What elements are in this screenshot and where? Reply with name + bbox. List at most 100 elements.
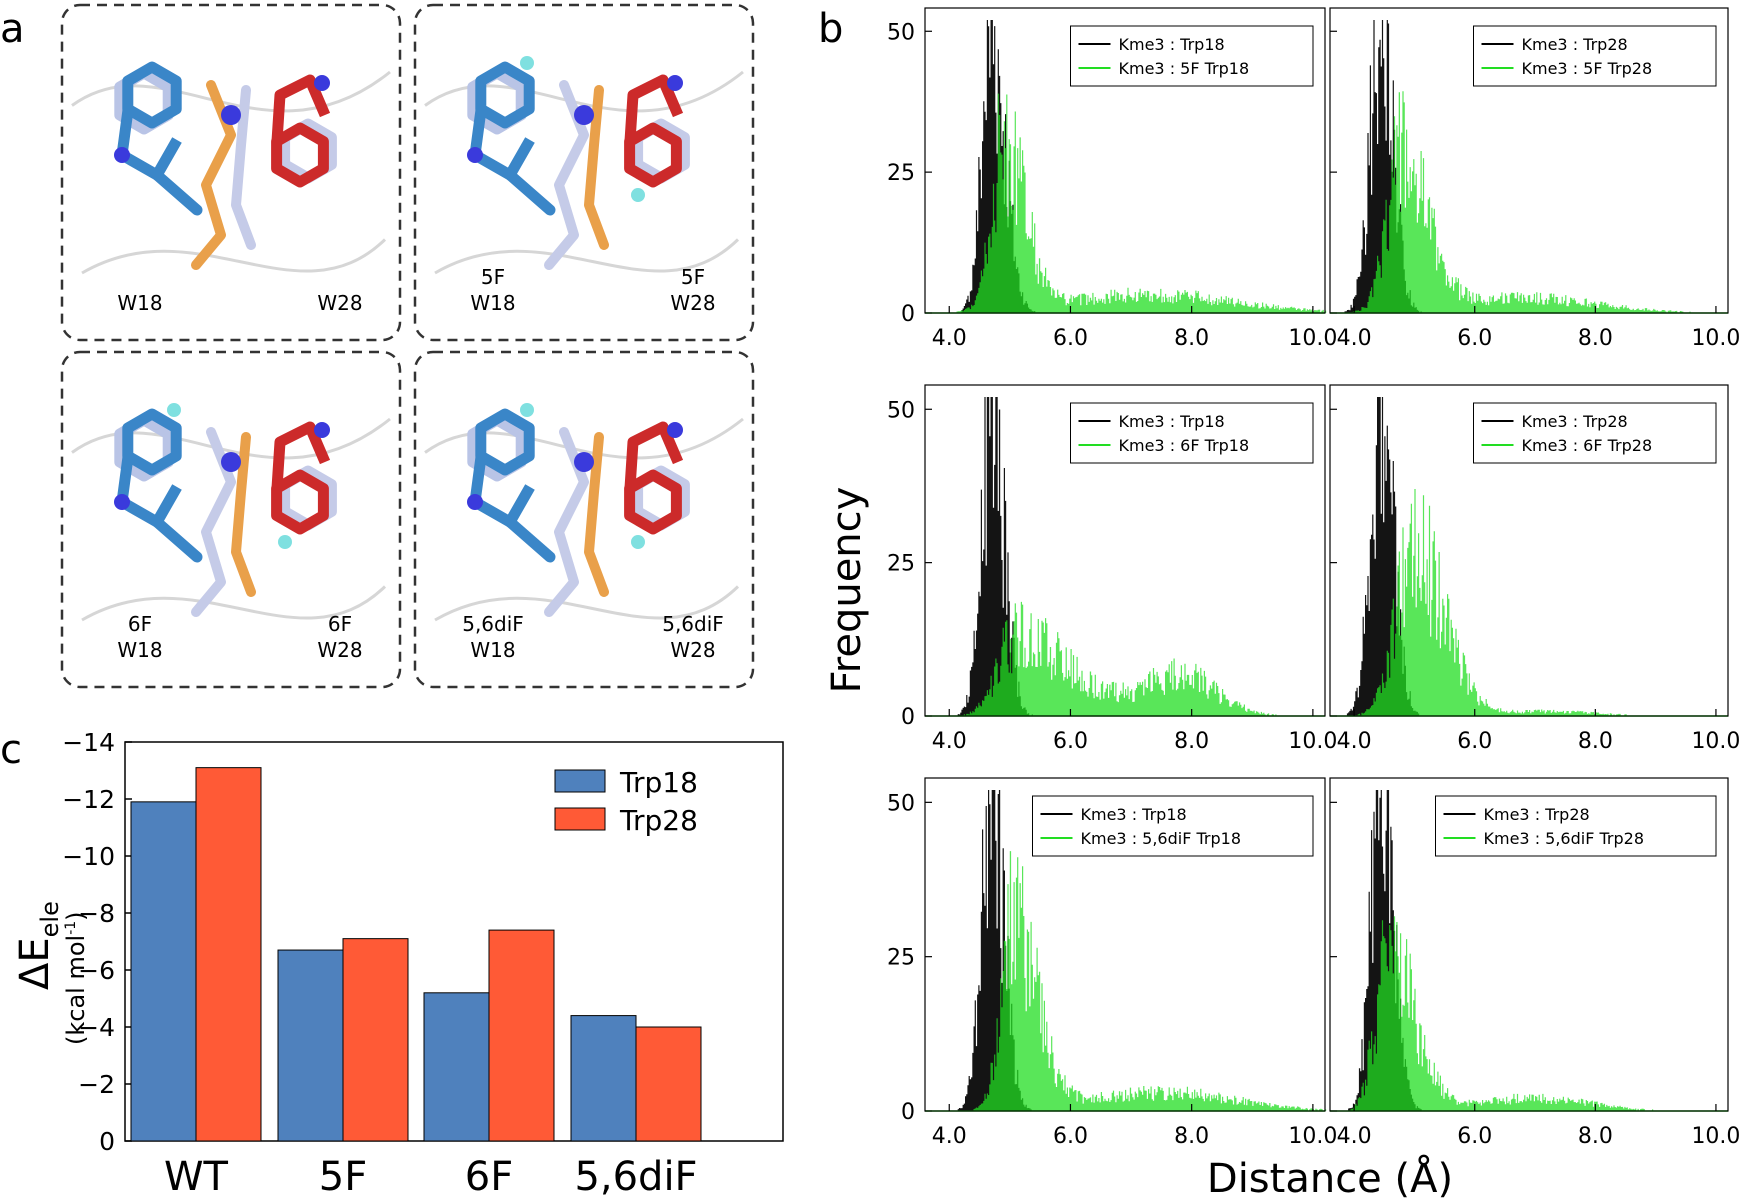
x-tick-label: 10.0 [1288, 1124, 1337, 1149]
trp18-fluorine-atom [520, 403, 534, 417]
subplot-frame [924, 7, 1326, 314]
trp18-nitrogen-atom [114, 494, 130, 510]
y-tick-label: −8 [78, 899, 115, 928]
x-tick-label: 10.0 [1691, 729, 1740, 754]
bar-trp18-56dif [570, 1015, 637, 1142]
legend-box [1070, 402, 1314, 464]
label-left-residue: 6F W18 [117, 612, 162, 662]
panel-label-c: c [0, 727, 22, 773]
trp18-nitrogen-atom [467, 147, 483, 163]
trp28-sticks [624, 74, 690, 202]
subplot-frame [924, 777, 1326, 1112]
label-left-residue: 5,6diF W18 [462, 612, 524, 662]
x-tick-label: WT [164, 1154, 229, 1200]
green-series-bars [1352, 91, 1691, 313]
panel-c-ylabel: ΔEele [12, 901, 64, 990]
x-tick-label: 4.0 [932, 729, 967, 754]
panel-b-ylabel: Frequency [824, 487, 870, 694]
legend-box [1070, 25, 1314, 87]
x-tick-label: 4.0 [932, 326, 967, 351]
y-tick-label: −12 [62, 785, 115, 814]
trp18-reference-ring [114, 414, 174, 482]
trp18-pyrrole-ring [116, 456, 182, 528]
black-series-bars [957, 790, 1032, 1111]
y-tick-label: 25 [887, 946, 915, 971]
trp28-nitrogen-atom [667, 422, 683, 438]
x-tick-label: 10.0 [1691, 1124, 1740, 1149]
label-right-residue: 5,6diF W28 [662, 612, 724, 662]
trp28-fluorine-atom [631, 188, 645, 202]
kme3-nitrogen-atom [574, 105, 594, 125]
black-series-bars [957, 397, 1033, 716]
structure-box-4: 5,6diF W18 5,6diF W28 [413, 350, 755, 689]
y-tick-label: −14 [62, 728, 115, 757]
x-tick-label: 6.0 [1457, 729, 1492, 754]
histogram-subplot-2: 4.0 6.0 8.0 10.0 Kme3 : Trp28 Kme3 : 5F Trp28 [1329, 7, 1740, 351]
x-tick-label: 4.0 [1337, 729, 1372, 754]
legend-box [1435, 795, 1717, 857]
panel-label-a: a [0, 6, 25, 52]
legend-box [1032, 795, 1314, 857]
legend-label: Kme3 : Trp28 [1484, 805, 1590, 824]
bar-trp18-wt [130, 801, 197, 1142]
y-tick-label: 50 [887, 791, 915, 816]
trp28-pyrrole-ring [271, 74, 331, 142]
subplot-frame [1329, 7, 1729, 314]
panel-b-xlabel: Distance (Å) [1207, 1154, 1453, 1201]
y-tick-label: 50 [887, 398, 915, 423]
kme3-sticks [191, 80, 256, 270]
green-series-bars [973, 851, 1327, 1111]
trp28-sticks [624, 421, 690, 549]
trp18-side-chain [151, 169, 203, 216]
trp28-fluorine-atom [631, 535, 645, 549]
trp18-benzene-ring [122, 61, 182, 129]
x-tick-label: 5,6diF [574, 1154, 697, 1200]
bar-trp28-wt [195, 767, 262, 1142]
y-tick-label: −6 [78, 956, 115, 985]
trp18-sticks [467, 403, 556, 563]
y-tick-label: 50 [887, 20, 915, 45]
legend-label: Kme3 : 6F Trp18 [1119, 436, 1250, 455]
legend-label: Kme3 : Trp18 [1119, 35, 1225, 54]
trp18-sticks [114, 403, 203, 563]
histogram-subplot-4: 4.0 6.0 8.0 10.0 Kme3 : Trp28 Kme3 : 6F Trp28 [1329, 384, 1740, 754]
trp28-benzene-ring [624, 469, 682, 535]
x-tick-label: 10.0 [1691, 326, 1740, 351]
legend-box [1473, 25, 1717, 87]
x-tick-label: 5F [319, 1154, 367, 1200]
x-tick-label: 8.0 [1174, 326, 1209, 351]
subplot-frame [924, 384, 1326, 717]
panel-b-histograms: Frequency Distance (Å) 4.0 6.0 8.0 10.0 0 25 5… [824, 7, 1740, 1201]
x-tick-label: 10.0 [1288, 729, 1337, 754]
trp28-sticks [271, 421, 337, 549]
trp18-pyrrole-ring [469, 456, 535, 528]
trp18-benzene-ring [475, 61, 535, 129]
legend-label: Kme3 : 5,6diF Trp18 [1081, 829, 1242, 848]
trp28-fluorine-atom [278, 535, 292, 549]
y-tick-label: 0 [901, 705, 915, 730]
y-tick-label: −10 [62, 842, 115, 871]
legend-label: Kme3 : 5F Trp28 [1522, 59, 1653, 78]
trp18-sticks [114, 61, 203, 216]
x-tick-label: 4.0 [1337, 1124, 1372, 1149]
y-tick-label: 25 [887, 161, 915, 186]
green-series-bars [963, 601, 1277, 716]
histogram-subplot-5: 4.0 6.0 8.0 10.0 0 25 50 Kme3 : Trp18 Kme3 : 5,6… [887, 777, 1337, 1149]
x-tick-label: 8.0 [1578, 326, 1613, 351]
trp18-side-chain [151, 516, 203, 563]
green-series-bars [1350, 916, 1654, 1111]
label-left-residue: 5F W18 [470, 265, 515, 315]
trp28-nitrogen-atom [667, 75, 683, 91]
structure-box-3: 6F W18 6F W28 [60, 350, 402, 689]
legend-swatch [554, 769, 606, 793]
kme3-sticks [544, 427, 609, 617]
kme3-chain-secondary [584, 85, 609, 250]
y-tick-label: 25 [887, 552, 915, 577]
structure-box-2: 5F W18 5F W28 [413, 3, 755, 342]
panel-c-bar-chart: ΔEele (kcal mol-1) 0 −2 −4 −6 −8 −10 −12 −14 WT 5… [12, 728, 784, 1200]
x-tick-label: 6F [465, 1154, 513, 1200]
trp18-nitrogen-atom [467, 494, 483, 510]
bar-trp28-5f [342, 938, 409, 1142]
